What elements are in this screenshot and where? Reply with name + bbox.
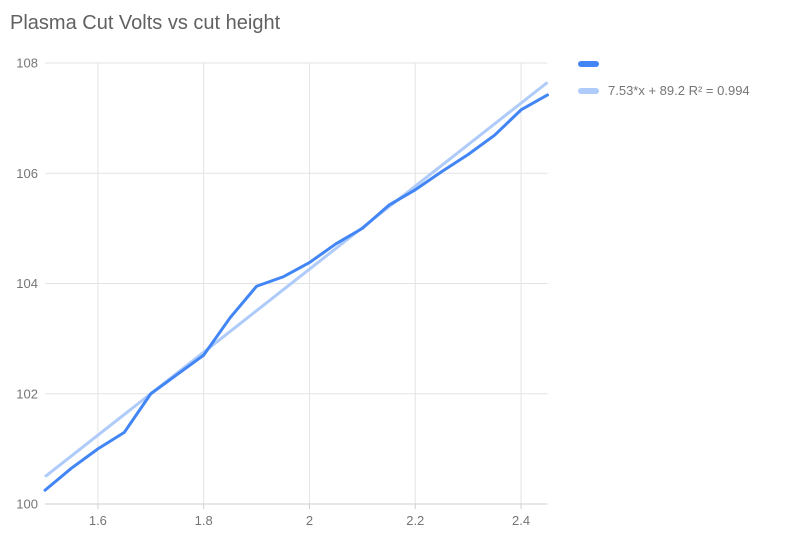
x-axis-tick-label: 2.2	[406, 513, 424, 528]
legend-item-trendline[interactable]: 7.53*x + 89.2 R² = 0.994	[578, 83, 750, 98]
chart-legend: 7.53*x + 89.2 R² = 0.994	[578, 57, 750, 111]
trendline-equation-label: 7.53*x + 89.2 R² = 0.994	[608, 83, 750, 98]
y-axis-tick-label: 102	[16, 386, 38, 401]
legend-item-series[interactable]	[578, 57, 750, 70]
y-axis-tick-label: 100	[16, 497, 38, 512]
x-axis-tick-label: 2.4	[512, 513, 530, 528]
y-axis-tick-label: 104	[16, 276, 38, 291]
chart-title: Plasma Cut Volts vs cut height	[10, 12, 281, 34]
series-line-swatch-icon	[578, 60, 599, 67]
x-axis-tick-label: 1.6	[89, 513, 107, 528]
trendline[interactable]	[44, 81, 549, 478]
trendline-swatch-icon	[578, 87, 599, 94]
y-axis-tick-label: 106	[16, 166, 38, 181]
x-axis-tick-label: 2	[306, 513, 313, 528]
data-series-line[interactable]	[43, 93, 549, 492]
x-axis-tick-label: 1.8	[195, 513, 213, 528]
y-axis-tick-label: 108	[16, 56, 38, 71]
